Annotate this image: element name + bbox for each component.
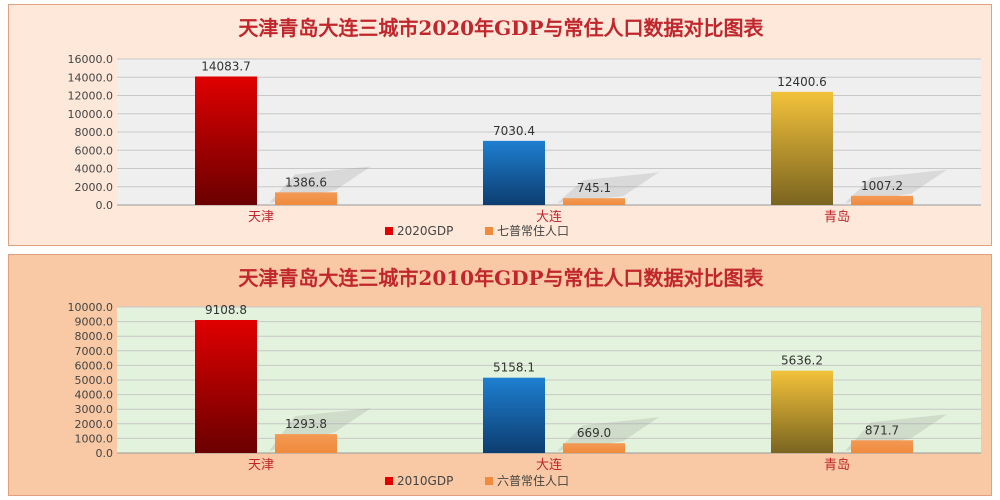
y-tick-label: 10000.0 xyxy=(68,108,114,121)
chart-2010: 天津青岛大连三城市2010年GDP与常住人口数据对比图表 0.0 1000.0200… xyxy=(68,266,981,488)
category-label: 天津 xyxy=(248,210,274,225)
legend-label-gdp: 2010GDP xyxy=(397,474,453,488)
y-tick-label: 5000.0 xyxy=(75,374,114,387)
y-tick-label: 6000.0 xyxy=(75,359,114,372)
y-tick-label: 8000.0 xyxy=(75,330,114,343)
chart-title: 天津青岛大连三城市2010年GDP与常住人口数据对比图表 xyxy=(238,266,764,290)
category-label: 大连 xyxy=(536,457,562,473)
legend-swatch-gdp xyxy=(385,227,393,235)
bar-gdp-0 xyxy=(195,320,257,453)
bar-gdp-2 xyxy=(771,91,833,205)
bar-shadow xyxy=(557,172,659,203)
chart-panel-2010: 天津青岛大连三城市2010年GDP与常住人口数据对比图表 0.0 1000.0 200… xyxy=(8,254,992,496)
y-tick-label: 16000.0 xyxy=(68,53,114,66)
value-label-population: 871.7 xyxy=(865,423,899,437)
bar-population-1 xyxy=(563,443,625,453)
bar-gdp-0 xyxy=(195,76,257,205)
y-tick-label: 0.0 xyxy=(96,447,114,460)
category-label: 大连 xyxy=(536,209,562,225)
chart-2020: 天津青岛大连三城市2020年GDP与常住人口数据对比图表 0.0 2000.0 400… xyxy=(68,16,981,238)
bar-population-1 xyxy=(563,198,625,205)
legend-swatch-population xyxy=(485,227,493,235)
y-tick-label: 4000.0 xyxy=(75,389,114,402)
bar-population-2 xyxy=(851,440,913,453)
y-tick-label: 4000.0 xyxy=(75,163,114,176)
bar-gdp-1 xyxy=(483,377,545,453)
value-label-gdp: 12400.6 xyxy=(777,75,827,89)
bar-population-0 xyxy=(275,192,337,205)
legend-label-gdp: 2020GDP xyxy=(397,224,453,238)
value-label-population: 1293.8 xyxy=(285,417,327,431)
legend-swatch-gdp xyxy=(385,477,393,485)
value-label-population: 1386.6 xyxy=(285,175,327,189)
bar-shadow xyxy=(557,417,659,451)
y-tick-label: 9000.0 xyxy=(75,316,114,329)
y-tick-label: 3000.0 xyxy=(75,403,114,416)
y-tick-label: 2000.0 xyxy=(75,418,114,431)
y-tick-label: 14000.0 xyxy=(68,71,114,84)
value-label-population: 669.0 xyxy=(577,426,611,440)
value-label-gdp: 14083.7 xyxy=(201,59,251,73)
legend-label-population: 六普常住人口 xyxy=(497,474,569,488)
y-tick-label: 7000.0 xyxy=(75,345,114,358)
value-label-gdp: 5636.2 xyxy=(781,354,823,368)
y-tick-label: 2000.0 xyxy=(75,181,114,194)
y-tick-label: 8000.0 xyxy=(75,126,114,139)
value-label-population: 745.1 xyxy=(577,181,611,195)
y-tick-label: 12000.0 xyxy=(68,90,114,103)
category-label: 天津 xyxy=(248,458,274,473)
value-label-gdp: 5158.1 xyxy=(493,361,535,375)
bar-population-0 xyxy=(275,434,337,453)
legend-swatch-population xyxy=(485,477,493,485)
bar-population-2 xyxy=(851,195,913,205)
y-tick-label: 6000.0 xyxy=(75,144,114,157)
category-label: 青岛 xyxy=(824,209,850,225)
legend-label-population: 七普常住人口 xyxy=(497,224,569,238)
bar-gdp-2 xyxy=(771,370,833,453)
value-label-population: 1007.2 xyxy=(861,179,903,193)
y-tick-label: 0.0 xyxy=(96,199,114,212)
bar-gdp-1 xyxy=(483,140,545,205)
category-label: 青岛 xyxy=(824,457,850,473)
value-label-gdp: 9108.8 xyxy=(205,303,247,317)
y-tick-label: 1000.0 xyxy=(75,432,114,445)
y-tick-label: 10000.0 xyxy=(68,301,114,314)
chart-title: 天津青岛大连三城市2020年GDP与常住人口数据对比图表 xyxy=(238,16,764,40)
chart-panel-2020: 天津青岛大连三城市2020年GDP与常住人口数据对比图表 0.0 2000.0 400… xyxy=(8,4,992,246)
value-label-gdp: 7030.4 xyxy=(493,124,535,138)
bar-shadow xyxy=(845,169,947,203)
